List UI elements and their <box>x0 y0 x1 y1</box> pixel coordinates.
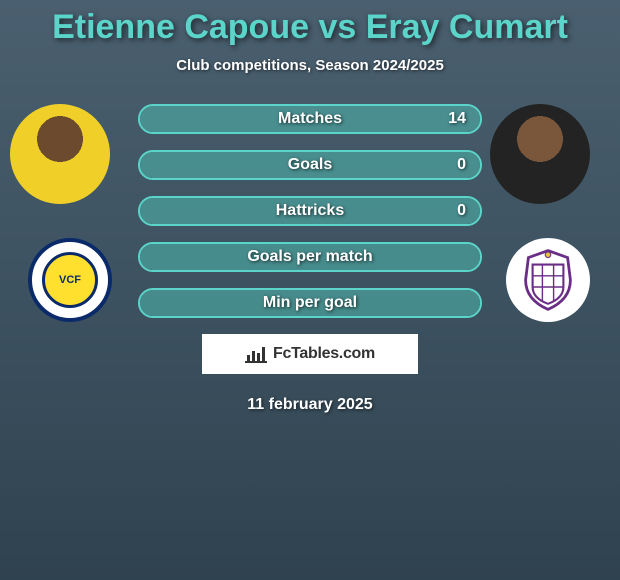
stat-bar-label: Min per goal <box>140 290 480 316</box>
stat-bars: Matches14Goals0Hattricks0Goals per match… <box>138 104 482 318</box>
stat-bar: Matches14 <box>138 104 482 134</box>
stat-bar-value: 0 <box>457 152 466 178</box>
stat-bar-label: Goals per match <box>140 244 480 270</box>
subtitle: Club competitions, Season 2024/2025 <box>0 57 620 74</box>
stat-bar: Goals per match <box>138 242 482 272</box>
stat-bar-label: Goals <box>140 152 480 178</box>
brand-text: FcTables.com <box>273 345 375 363</box>
stat-bar-label: Matches <box>140 106 480 132</box>
stat-bar-label: Hattricks <box>140 198 480 224</box>
club-right-badge <box>506 238 590 322</box>
stat-bar-value: 14 <box>448 106 466 132</box>
comparison-content: VCF Matches14Goals0Hattricks0Goals per m… <box>0 104 620 414</box>
date-text: 11 february 2025 <box>0 396 620 414</box>
stat-bar: Goals0 <box>138 150 482 180</box>
club-left-initials: VCF <box>42 252 98 308</box>
club-left-badge: VCF <box>28 238 112 322</box>
page-title: Etienne Capoue vs Eray Cumart <box>0 0 620 47</box>
stat-bar-value: 0 <box>457 198 466 224</box>
bar-chart-icon <box>245 345 267 363</box>
stat-bar: Hattricks0 <box>138 196 482 226</box>
stat-bar: Min per goal <box>138 288 482 318</box>
player-right-avatar <box>490 104 590 204</box>
club-right-crest-icon <box>513 245 583 315</box>
brand-badge: FcTables.com <box>202 334 418 374</box>
player-left-avatar <box>10 104 110 204</box>
